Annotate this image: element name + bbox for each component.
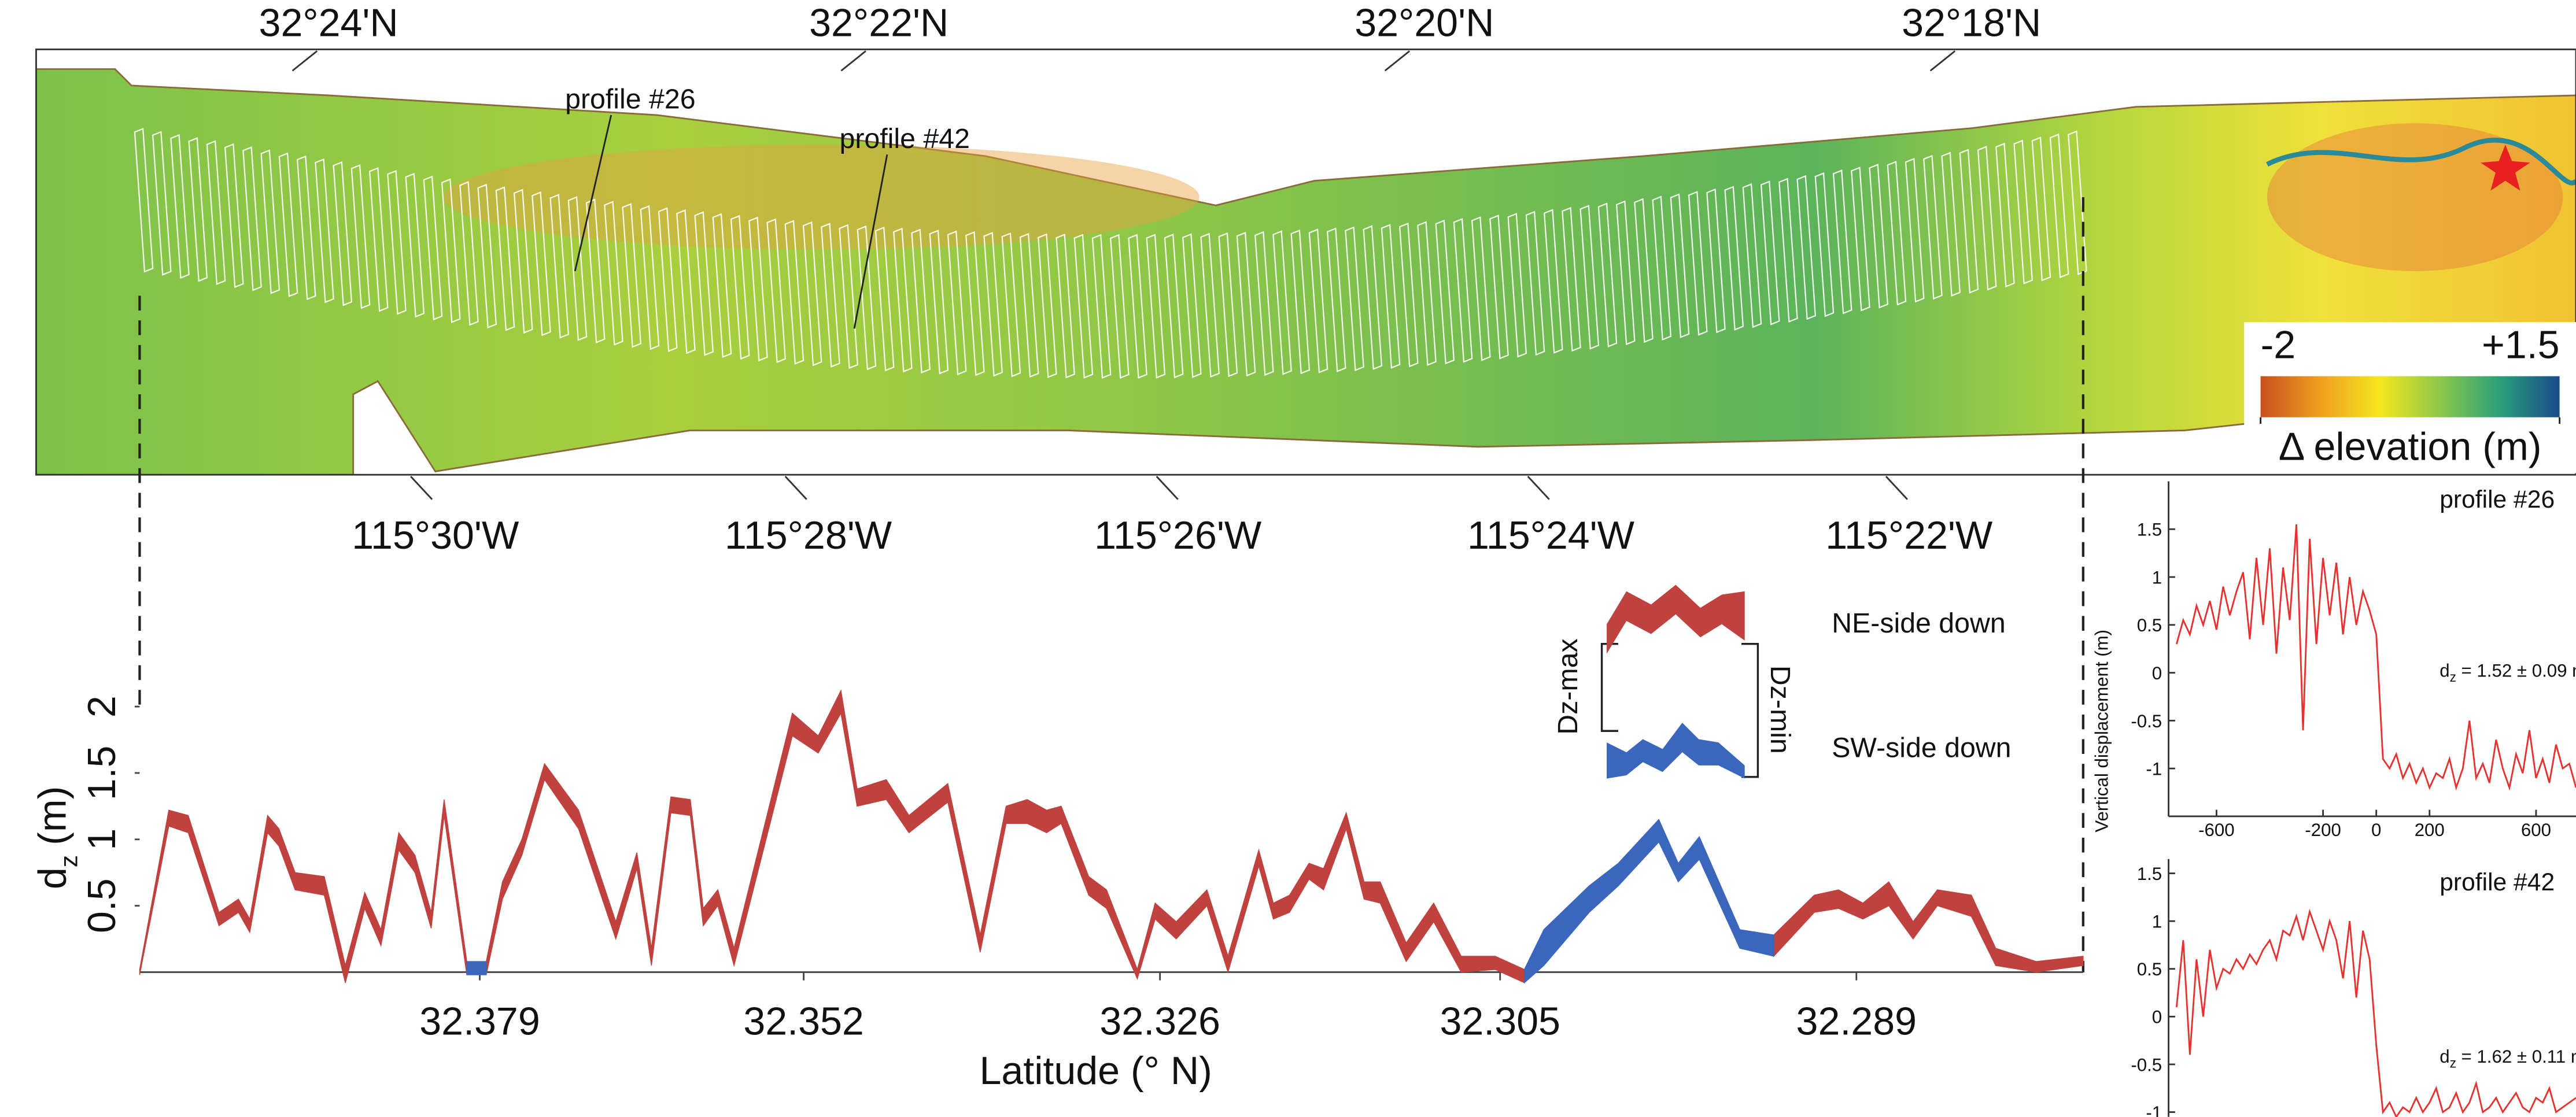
lon-tick (1528, 476, 1549, 500)
x-tick-label: 32.305 (1440, 999, 1560, 1043)
lon-label: 115°28'W (725, 513, 892, 557)
bracket (1602, 644, 1618, 731)
y-axis-subscript: z (56, 855, 83, 867)
x-tick-label: 200 (2415, 820, 2445, 840)
annotation-subscript: z (2450, 670, 2456, 685)
y-tick-label: -1 (2146, 759, 2162, 779)
y-tick-label: 2 (80, 696, 124, 717)
lat-ticks (293, 51, 1955, 71)
legend-label: NE-side down (1832, 608, 2005, 639)
band (486, 691, 1525, 983)
map-profile-label: profile #42 (840, 123, 970, 154)
bracket-label: Dz-min (1765, 665, 1796, 754)
x-axis-label: Latitude (° N) (980, 1049, 1212, 1093)
lat-tick (1385, 51, 1410, 71)
lat-label: 32°18'N (1902, 1, 2041, 45)
profile-y-label: Vertical displacement (m) (2091, 630, 2112, 833)
colorbar-tick-label: -2 (2261, 323, 2296, 367)
y-tick-label: 0 (2152, 663, 2162, 683)
profile-title: profile #42 (2440, 868, 2555, 896)
x-tick-label: 32.326 (1099, 999, 1220, 1043)
map (36, 69, 2576, 475)
annotation-text: = 1.62 ± 0.11 m (2461, 1046, 2576, 1067)
bracket-label: Dz-max (1552, 638, 1584, 734)
profile-title: profile #26 (2440, 486, 2555, 513)
page: { "map": { "lat_labels": ["32°24'N", "32… (0, 0, 2576, 1117)
y-tick-label: 1.5 (2137, 520, 2162, 540)
y-tick-label: -0.5 (2131, 1055, 2162, 1075)
legend-label: SW-side down (1832, 733, 2011, 764)
annotation-text: = 1.52 ± 0.09 m (2461, 661, 2576, 681)
lon-tick (1886, 476, 1907, 500)
annotation-symbol: d (2440, 1046, 2449, 1067)
y-tick-label: 0 (2152, 1007, 2162, 1027)
figure: 32°24'N 32°22'N 32°20'N 32°18'N 115°30'W… (0, 0, 2576, 1117)
lon-label: 115°26'W (1094, 513, 1262, 557)
y-tick-label: 1.5 (80, 746, 124, 801)
band (1525, 819, 1774, 982)
colorbar-tick-label: +1.5 (2482, 323, 2560, 367)
lat-label: 32°24'N (259, 1, 398, 45)
band (467, 961, 486, 975)
band (1774, 882, 2083, 972)
lon-ticks (411, 476, 1907, 500)
lon-tick (1157, 476, 1178, 500)
y-axis-symbol: d (31, 867, 75, 889)
profile-annotation: dz = 1.52 ± 0.09 m (2440, 661, 2576, 685)
lat-tick (841, 51, 866, 71)
profile-line (2176, 524, 2576, 787)
legend-swatch (1607, 585, 1745, 653)
y-tick-label: 1 (2152, 567, 2162, 587)
bracket (1741, 644, 1758, 777)
y-tick-label: 1.5 (2137, 864, 2162, 884)
y-tick-label: -1 (2146, 1103, 2162, 1117)
map-profile-label: profile #26 (565, 84, 695, 115)
y-tick-label: -0.5 (2131, 711, 2162, 731)
lon-tick (785, 476, 807, 500)
lat-label: 32°20'N (1355, 1, 1494, 45)
y-tick-label: 0.5 (80, 878, 124, 933)
y-tick-label: 1 (80, 828, 124, 850)
y-axis-label: dz (m) (31, 786, 83, 889)
x-tick-label: 32.352 (743, 999, 863, 1043)
colorbar (2261, 376, 2560, 417)
colorbar-label: Δ elevation (m) (2279, 425, 2542, 469)
y-tick-label: 0.5 (2137, 959, 2162, 979)
annotation-symbol: d (2440, 661, 2449, 681)
lat-label: 32°22'N (809, 1, 949, 45)
legend-swatch (1607, 723, 1745, 779)
x-tick-label: -200 (2305, 820, 2341, 840)
lat-tick (293, 51, 318, 71)
x-tick-label: 32.379 (419, 999, 540, 1043)
band (139, 800, 467, 983)
map-swath (36, 69, 2576, 475)
lon-label: 115°30'W (352, 513, 519, 557)
x-tick-label: 600 (2521, 820, 2551, 840)
y-tick-label: 0.5 (2137, 615, 2162, 635)
profile-line (2176, 912, 2576, 1117)
lon-tick (411, 476, 432, 500)
lon-label: 115°24'W (1467, 513, 1635, 557)
lat-tick (1931, 51, 1955, 71)
x-tick-label: -600 (2198, 820, 2235, 840)
profile-annotation: dz = 1.62 ± 0.11 m (2440, 1046, 2576, 1071)
y-axis-unit: (m) (31, 786, 75, 845)
y-tick-label: 1 (2152, 912, 2162, 932)
lon-label: 115°22'W (1825, 513, 1993, 557)
annotation-subscript: z (2450, 1056, 2456, 1071)
x-tick-label: 0 (2371, 820, 2381, 840)
x-tick-label: 32.289 (1796, 999, 1917, 1043)
